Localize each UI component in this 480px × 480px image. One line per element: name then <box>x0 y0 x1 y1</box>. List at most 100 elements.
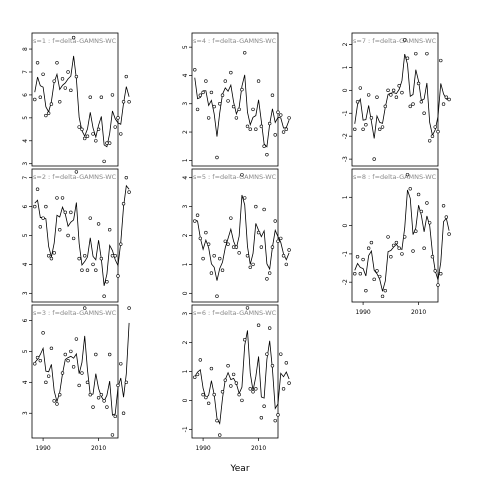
panel-label: s=6 : f=delta-GAMNS-WC <box>193 309 277 317</box>
data-point <box>124 74 129 79</box>
data-point <box>58 228 62 232</box>
data-point <box>427 221 432 225</box>
data-point <box>119 362 123 366</box>
x-tick-label: 1990 <box>195 445 210 452</box>
y-tick-label: -1 <box>182 426 189 432</box>
panel-frame <box>191 32 279 167</box>
y-tick-label: 2 <box>182 130 189 134</box>
data-point <box>243 51 247 55</box>
data-point <box>237 392 241 397</box>
data-point <box>411 102 415 106</box>
data-point <box>204 79 208 83</box>
data-point <box>240 398 244 403</box>
y-tick-label: 4 <box>22 262 29 266</box>
data-point <box>127 190 131 194</box>
data-point <box>408 187 412 191</box>
data-point <box>105 141 109 145</box>
y-tick-label: 1 <box>182 158 189 162</box>
data-point <box>251 107 255 112</box>
data-point <box>41 216 45 220</box>
data-point <box>281 130 286 134</box>
data-point <box>63 352 67 357</box>
panel-label: s=7 : f=delta-GAMNS-WC <box>353 37 437 45</box>
data-point <box>55 61 59 65</box>
data-point <box>91 405 95 409</box>
data-point <box>436 283 440 287</box>
data-point <box>372 157 376 161</box>
data-point <box>204 230 208 235</box>
y-tick-label: 4 <box>182 176 189 180</box>
y-tick-label: 1 <box>182 369 189 373</box>
data-point <box>63 210 67 215</box>
data-point <box>259 416 264 420</box>
data-point <box>58 393 62 397</box>
data-point <box>49 102 54 106</box>
panel-label: s=8 : f=delta-GAMNS-WC <box>353 173 437 181</box>
data-point <box>441 102 446 106</box>
data-point <box>287 381 291 385</box>
data-point <box>212 254 216 258</box>
panel-7: s=7 : f=delta-GAMNS-WC -3 -2 -1 0 1 2 <box>342 32 451 167</box>
y-tick-label: 5 <box>22 349 29 353</box>
data-point <box>71 35 76 40</box>
data-point <box>91 132 95 136</box>
data-point <box>287 248 291 252</box>
data-point <box>121 411 126 415</box>
data-point <box>394 240 399 245</box>
y-tick-label: 7 <box>22 70 29 74</box>
data-point <box>369 116 374 120</box>
data-point <box>380 125 385 129</box>
data-point <box>226 364 230 368</box>
data-point <box>46 374 51 378</box>
data-point <box>441 204 446 208</box>
data-point <box>124 380 129 385</box>
data-point <box>116 116 120 120</box>
x-tick-label: 1990 <box>35 445 50 452</box>
data-point <box>251 390 255 394</box>
data-point <box>378 274 382 279</box>
y-tick-label: 2 <box>182 341 189 345</box>
data-point <box>408 104 412 109</box>
data-point <box>206 401 211 405</box>
data-point <box>94 139 98 143</box>
data-point <box>127 100 131 104</box>
data-point <box>422 111 426 115</box>
data-point <box>444 215 449 219</box>
data-point <box>209 90 214 95</box>
data-point <box>386 88 390 93</box>
data-point <box>107 228 112 232</box>
data-point <box>38 95 43 99</box>
data-point <box>243 338 247 342</box>
data-point <box>33 362 37 366</box>
data-point <box>397 246 401 250</box>
data-point <box>215 155 219 160</box>
data-point <box>447 97 451 102</box>
series-line <box>34 55 130 148</box>
data-point <box>99 256 104 261</box>
data-point <box>391 88 396 93</box>
data-point <box>116 274 120 278</box>
panel-2: s=2 : f=delta-GAMNS-WC 3 4 5 6 7 <box>22 168 131 303</box>
data-point <box>433 269 437 273</box>
data-point <box>71 236 76 241</box>
data-point <box>405 172 410 177</box>
data-point <box>364 288 368 293</box>
data-point <box>355 100 360 104</box>
data-point <box>262 144 266 148</box>
data-point <box>270 93 275 97</box>
data-point <box>66 358 70 363</box>
panel-8: s=8 : f=delta-GAMNS-WC -2 -1 0 1 1990 2010 <box>342 168 451 316</box>
data-point <box>215 418 219 423</box>
data-point <box>378 127 382 132</box>
y-tick-label: 4 <box>22 139 29 143</box>
data-point <box>394 95 399 99</box>
data-point <box>281 254 286 258</box>
data-point <box>212 392 216 397</box>
data-point <box>383 288 387 293</box>
data-point <box>265 152 269 157</box>
panel-5: s=5 : f=delta-GAMNS-WC 0 1 2 3 4 <box>182 168 291 303</box>
data-point <box>201 256 205 261</box>
panel-label: s=5 : f=delta-GAMNS-WC <box>193 173 277 181</box>
data-point <box>411 249 415 253</box>
data-point <box>223 378 227 382</box>
